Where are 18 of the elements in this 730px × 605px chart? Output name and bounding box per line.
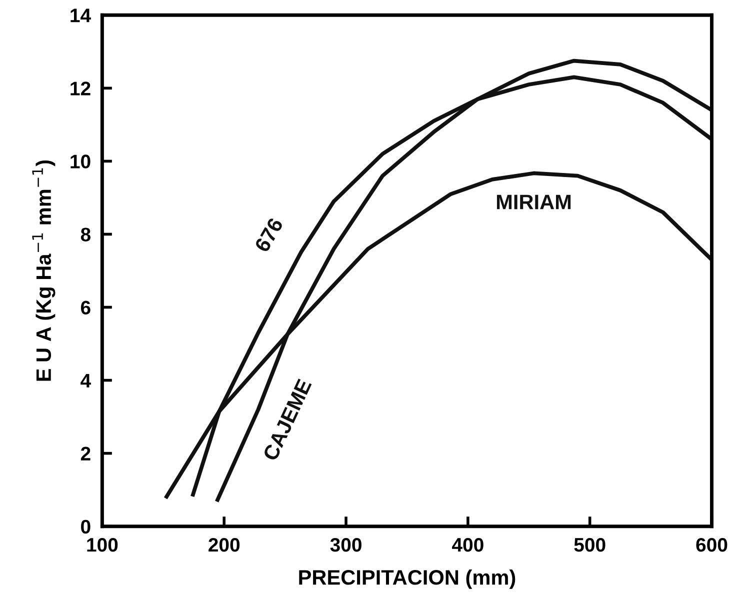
series-label: MIRIAM — [496, 194, 571, 210]
x-tick-label: 100 — [87, 538, 118, 552]
y-tick-label: 8 — [80, 228, 90, 242]
x-tick-label: 300 — [330, 538, 362, 552]
x-axis-title: PRECIPITACION (mm) — [299, 569, 516, 589]
y-tick-label: 6 — [80, 300, 90, 314]
x-tick-label: 200 — [208, 538, 240, 552]
y-tick-label: 0 — [81, 520, 90, 534]
y-tick-label: 12 — [70, 82, 90, 96]
x-tick-label: 400 — [452, 538, 484, 552]
y-tick-label: 4 — [80, 374, 91, 388]
y-axis-title: E U A (Kg Ha$^{−1}$ mm$^{−1}$) — [32, 160, 56, 381]
x-tick-label: 500 — [574, 538, 606, 552]
x-tick-label: 600 — [696, 538, 728, 552]
y-tick-label: 14 — [70, 8, 91, 22]
text: 676 — [254, 216, 284, 253]
y-tick-label: 10 — [70, 154, 90, 168]
y-tick-label: 2 — [80, 446, 90, 460]
